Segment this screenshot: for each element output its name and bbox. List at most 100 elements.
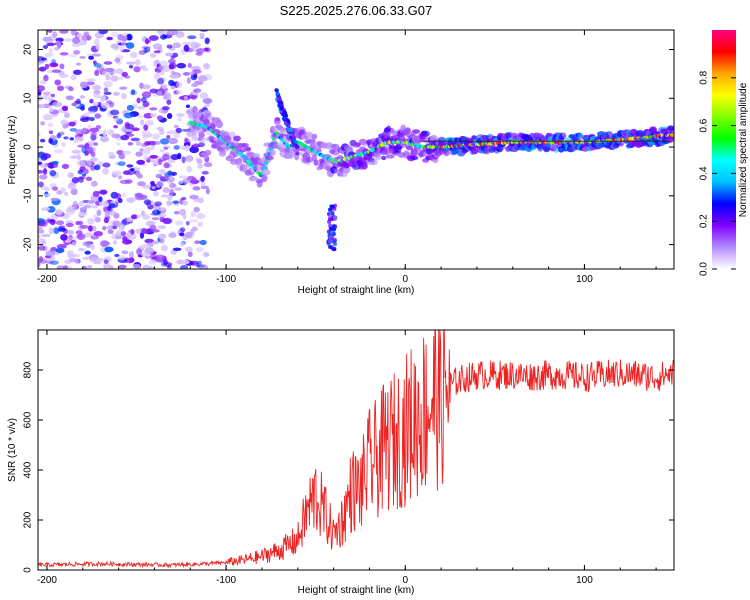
spectrogram-frame [37, 29, 675, 270]
spectrogram-cell [168, 62, 177, 70]
snr-x-axis: -200 -100 0 100 [37, 330, 657, 586]
spectrogram-cell [144, 37, 150, 45]
spectrogram-cell [65, 222, 74, 228]
spectrogram-cell [59, 73, 69, 79]
spectrogram-cell [42, 94, 50, 100]
spectrogram-cell [311, 133, 318, 140]
spectrogram-cell [135, 170, 141, 178]
spectrogram-cell [126, 33, 133, 41]
spectrogram-cell [205, 187, 210, 195]
spectrogram-cell [107, 129, 115, 136]
spectrogram-cell [322, 162, 330, 167]
spectrogram-cell [185, 221, 190, 226]
spectrogram-cell [120, 231, 127, 237]
spectrogram-cell [200, 185, 209, 190]
spectrogram-cell [149, 254, 159, 260]
spectrogram-cell [140, 119, 145, 126]
spectrogram-cell [155, 141, 161, 145]
spectrogram-cell [181, 200, 188, 206]
spectrogram-cell [153, 93, 158, 97]
spectrogram-cell [54, 79, 62, 86]
spectrogram-cell [333, 237, 338, 242]
spectrogram-cell [49, 169, 57, 177]
spectrogram-cell [126, 232, 132, 239]
spectrogram-cell [151, 217, 160, 221]
spectrogram-cell [179, 241, 185, 247]
spectrogram-cell [90, 180, 98, 187]
spectrogram-cell [135, 151, 143, 157]
spectrogram-cell [48, 137, 54, 144]
spectrogram-cell [195, 247, 204, 252]
spectrogram-cell [124, 75, 131, 79]
spectrogram-cell [405, 145, 414, 151]
spectrogram-cell [79, 81, 88, 89]
spectrogram-cell [100, 135, 109, 143]
spectrogram-cell [60, 187, 66, 194]
spectrogram-cell [103, 217, 109, 224]
spectrogram-cell [113, 125, 119, 129]
spectrogram-cell [288, 135, 293, 140]
spectrogram-cell [228, 131, 236, 138]
spectrogram-cell [38, 94, 43, 99]
spectrogram-cell [169, 182, 176, 189]
spectrogram-cell [89, 98, 94, 104]
spectrogram-cell [331, 148, 340, 156]
spectrogram-cell [198, 74, 208, 82]
spectrogram-cell [166, 44, 173, 49]
spectrogram-cell [55, 209, 63, 216]
spectrogram-cell [193, 143, 199, 148]
spectrogram-cell [87, 110, 96, 114]
spectrogram-cell [42, 91, 51, 95]
spectrogram-cell [156, 115, 164, 121]
spectrogram-cell [190, 211, 196, 218]
spectrogram-cell [149, 154, 159, 159]
spectrogram-cell [82, 127, 87, 133]
spectrogram-cell [330, 204, 335, 209]
spectrogram-cell [47, 122, 53, 127]
spectrogram-cell [157, 158, 163, 166]
spectrogram-cell [149, 88, 159, 94]
spectrogram-cell [142, 155, 149, 161]
spectrogram-cell [168, 232, 177, 238]
spectrogram-cell [114, 57, 121, 63]
spectrogram-cell [103, 87, 109, 93]
spectrogram-cell [143, 124, 149, 131]
colorbar-tick-label: 0.6 [699, 118, 710, 132]
spectrogram-cell [184, 144, 190, 152]
snr-x-tick-label: -100 [216, 575, 236, 586]
spectrogram-cell [105, 74, 111, 81]
spectrogram-x-tick-label: 100 [576, 274, 593, 285]
spectrogram-cell [186, 165, 193, 173]
spectrogram-cell [151, 186, 156, 190]
spectrogram-cell [141, 67, 149, 72]
spectrogram-cell [190, 40, 197, 48]
spectrogram-cell [94, 164, 101, 171]
spectrogram-cell [122, 35, 128, 40]
spectrogram-cell [196, 159, 203, 164]
spectrogram-cell [122, 170, 131, 175]
spectrogram-cell [202, 98, 213, 104]
spectrogram-cell [44, 52, 54, 58]
spectrogram-cell [126, 218, 133, 223]
spectrogram-cell [90, 134, 97, 141]
spectrogram-cell [130, 137, 141, 142]
spectrogram-cell [159, 149, 165, 153]
spectrogram-cell [189, 194, 199, 200]
spectrogram-cell [101, 241, 110, 246]
spectrogram-cell [38, 218, 45, 224]
spectrogram-cell [133, 66, 141, 73]
spectrogram-cell [52, 101, 63, 108]
spectrogram-cell [62, 265, 69, 269]
spectrogram-cell [129, 168, 135, 172]
spectrogram-cell [144, 147, 150, 154]
spectrogram-x-tick-label: 0 [402, 274, 408, 285]
spectrogram-cell [157, 233, 167, 240]
spectrogram-y-tick-label: 20 [23, 44, 34, 56]
spectrogram-cell [559, 132, 567, 140]
spectrogram-cell [104, 246, 114, 253]
spectrogram-cell [94, 69, 100, 76]
spectrogram-cell [93, 92, 101, 99]
spectrogram-cell [43, 74, 49, 82]
spectrogram-cell [38, 66, 47, 72]
